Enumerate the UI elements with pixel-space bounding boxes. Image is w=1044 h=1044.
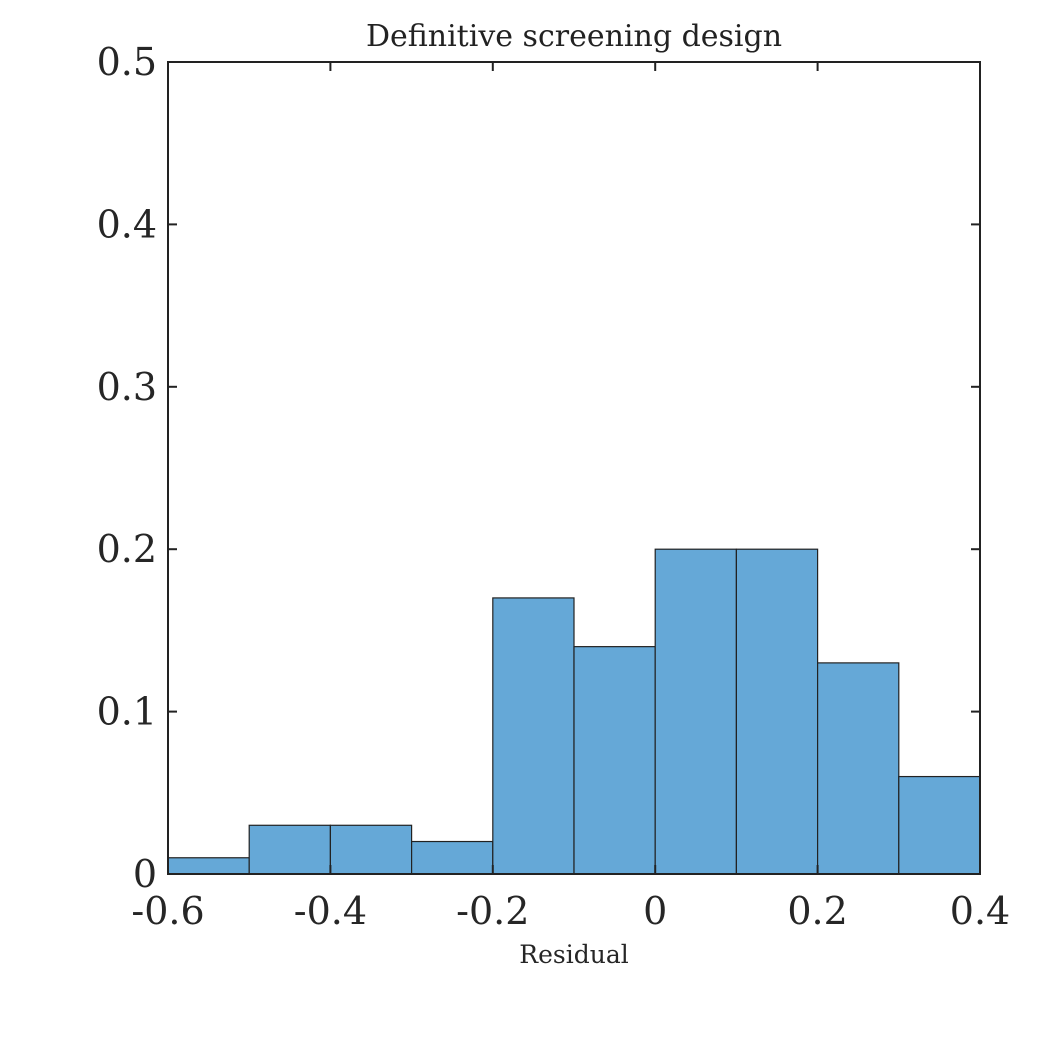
y-tick-label: 0.2 [97,527,157,571]
histogram-bar [654,548,738,875]
y-tick-labels: 0 0.1 0.2 0.3 0.4 0.5 [97,40,157,896]
chart-title: Definitive screening design [366,19,782,54]
x-tick-label: 0 [643,889,667,933]
histogram-bar [735,548,819,875]
histogram-bar [492,597,575,875]
bars-group [167,548,981,875]
x-axis-label: Residual [519,940,628,969]
plot-frame [167,61,981,875]
x-tick-labels: -0.6 -0.4 -0.2 0 0.2 0.4 [131,889,1010,933]
y-tick-label: 0.5 [97,40,157,84]
y-tick-label: 0.1 [97,690,157,734]
y-tick-label: 0 [133,852,157,896]
histogram-bar [816,662,900,875]
x-tick-label: 0.2 [787,889,847,933]
histogram-bar [329,824,413,875]
y-tick-label: 0.3 [97,365,157,409]
x-tick-label: -0.2 [456,889,529,933]
x-tick-label: -0.4 [294,889,367,933]
x-tick-label: 0.4 [950,889,1010,933]
histogram-bar [248,824,331,875]
y-tick-label: 0.4 [97,202,157,246]
histogram-bar [411,840,494,875]
x-tick-label: -0.6 [131,889,204,933]
histogram-bar [573,646,656,875]
histogram-bar [898,775,981,875]
histogram-bar [167,857,250,875]
